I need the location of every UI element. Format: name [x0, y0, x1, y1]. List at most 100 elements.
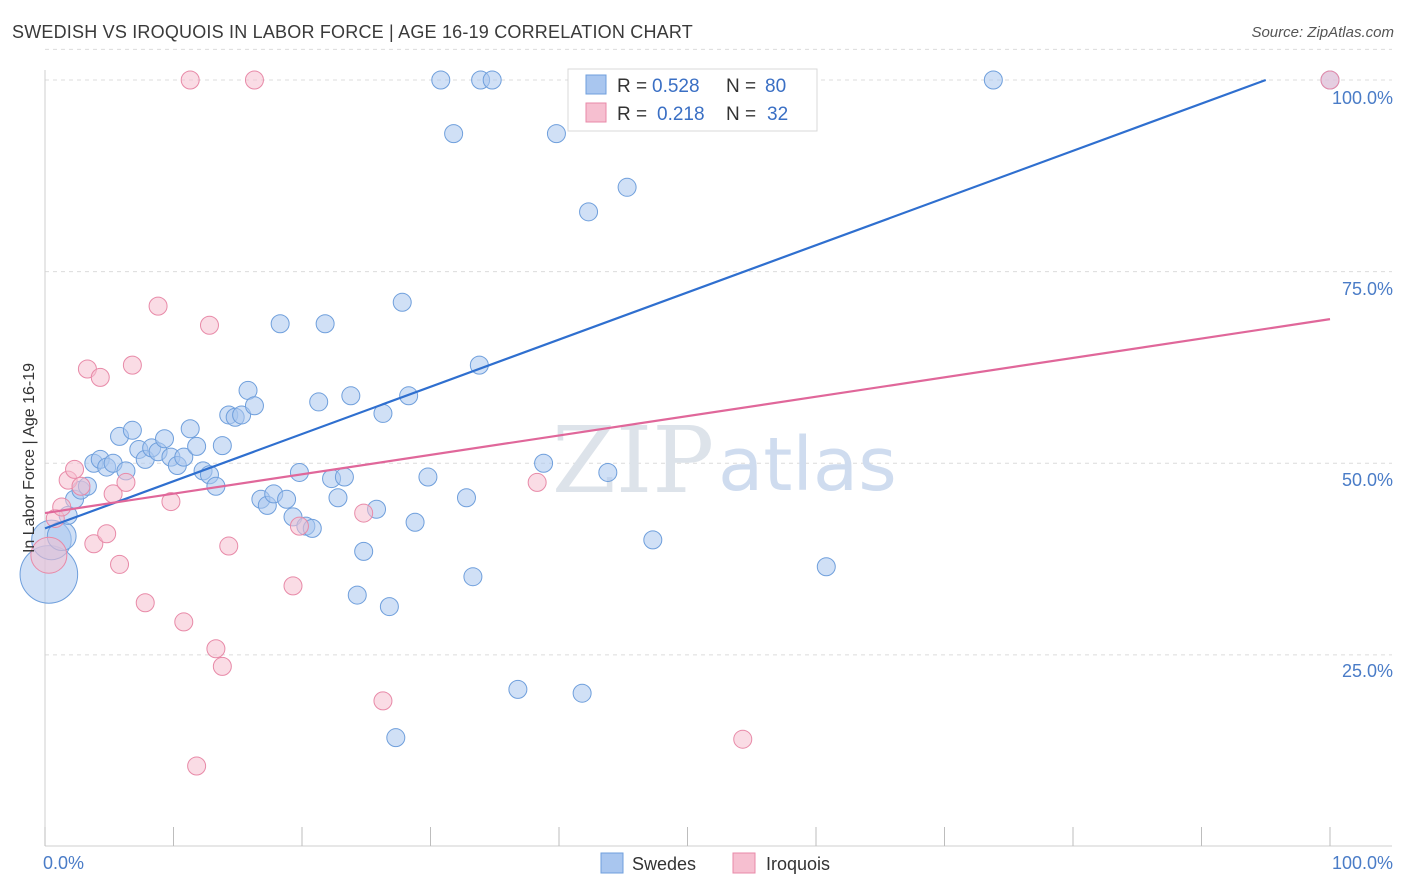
trendline-swedes — [44, 78, 1267, 530]
swedes-point — [315, 314, 335, 334]
swedes-point — [534, 453, 554, 473]
legend-swatch-swedes — [585, 74, 607, 95]
iroquois-point — [199, 315, 219, 335]
legend-n-value: 32 — [767, 104, 788, 125]
iroquois-point — [354, 503, 374, 523]
iroquois-point — [244, 70, 264, 90]
legend-r-label: R = — [617, 76, 647, 97]
swedes-point — [643, 530, 663, 550]
swedes-point — [405, 512, 425, 532]
legend-top: R = 0.528 N = 80 R = 0.218 N = 32 — [567, 68, 818, 132]
swedes-point — [482, 70, 502, 90]
iroquois-point — [97, 524, 117, 544]
legend-bottom: Swedes Iroquois — [600, 852, 830, 874]
iroquois-point — [65, 459, 85, 479]
legend-r-value: 0.218 — [657, 104, 705, 125]
iroquois-point — [733, 729, 753, 749]
swedes-point — [212, 436, 232, 456]
swedes-point — [392, 292, 412, 312]
swedes-point — [289, 462, 309, 482]
swedes-point — [334, 467, 354, 487]
chart-title: SWEDISH VS IROQUOIS IN LABOR FORCE | AGE… — [12, 22, 693, 42]
iroquois-point — [90, 367, 110, 387]
swedes-point — [983, 70, 1003, 90]
swedes-point — [244, 396, 264, 416]
source-credit: Source: ZipAtlas.com — [1251, 24, 1394, 41]
watermark-atlas: atlas — [718, 422, 897, 508]
swedes-point — [418, 467, 438, 487]
swedes-point — [431, 70, 451, 90]
axes — [44, 70, 1392, 847]
iroquois-point — [161, 492, 181, 512]
swedes-point — [386, 728, 406, 748]
swedes-point — [463, 567, 483, 587]
iroquois-point — [180, 70, 200, 90]
watermark-zip: ZIP — [552, 407, 714, 514]
swedes-point — [456, 488, 476, 508]
iroquois-point — [148, 296, 168, 316]
legend-bottom-iroquois: Iroquois — [766, 854, 830, 874]
iroquois-point — [187, 756, 207, 776]
swedes-point — [277, 489, 297, 509]
swedes-point — [508, 679, 528, 699]
iroquois-point — [71, 476, 91, 496]
iroquois-point — [110, 554, 130, 574]
legend-r-label: R = — [617, 104, 647, 125]
iroquois-point — [135, 593, 155, 613]
trend-lines — [44, 78, 1331, 530]
swedes-point — [187, 436, 207, 456]
swedes-point — [546, 124, 566, 144]
x-axis-ticks — [44, 827, 1331, 846]
y-tick-label: 25.0% — [1342, 661, 1393, 681]
legend-bottom-swedes: Swedes — [632, 854, 696, 874]
series-iroquois-points — [30, 70, 1340, 776]
legend-bottom-swatch-iroquois — [732, 852, 756, 874]
iroquois-point — [212, 656, 232, 676]
iroquois-point — [116, 472, 136, 492]
iroquois-point — [283, 576, 303, 596]
swedes-point — [328, 488, 348, 508]
iroquois-point — [219, 536, 239, 556]
iroquois-point — [174, 612, 194, 632]
swedes-point — [617, 177, 637, 197]
swedes-point — [816, 557, 836, 577]
legend-bottom-swatch-swedes — [600, 852, 624, 874]
iroquois-point — [373, 691, 393, 711]
swedes-point — [444, 124, 464, 144]
swedes-point — [347, 585, 367, 605]
grid-lines — [45, 48, 1392, 656]
iroquois-point — [52, 497, 72, 517]
iroquois-point — [122, 355, 142, 375]
x-tick-label-max: 100.0% — [1332, 853, 1393, 873]
legend-swatch-iroquois — [585, 102, 607, 123]
iroquois-point — [527, 472, 547, 492]
legend-r-value: 0.528 — [652, 76, 700, 97]
swedes-point — [341, 386, 361, 406]
y-axis-label: In Labor Force | Age 16-19 — [21, 363, 38, 553]
swedes-point — [309, 392, 329, 412]
y-tick-label: 100.0% — [1332, 88, 1393, 108]
swedes-point — [572, 683, 592, 703]
y-tick-label: 75.0% — [1342, 279, 1393, 299]
legend-n-label: N = — [726, 76, 756, 97]
swedes-point — [270, 314, 290, 334]
swedes-point — [122, 420, 142, 440]
iroquois-point — [30, 536, 68, 574]
y-tick-label: 50.0% — [1342, 470, 1393, 490]
swedes-point — [598, 462, 618, 482]
iroquois-point — [289, 516, 309, 536]
iroquois-point — [84, 534, 104, 554]
trendline-iroquois — [44, 318, 1331, 515]
swedes-point — [379, 597, 399, 617]
legend-n-value: 80 — [765, 76, 786, 97]
swedes-point — [155, 429, 175, 449]
swedes-point — [180, 419, 200, 439]
iroquois-point — [206, 639, 226, 659]
swedes-point — [174, 447, 194, 467]
swedes-point — [232, 405, 252, 425]
legend-n-label: N = — [726, 104, 756, 125]
x-tick-label-min: 0.0% — [43, 853, 84, 873]
swedes-point — [579, 202, 599, 222]
iroquois-point — [1320, 70, 1340, 90]
